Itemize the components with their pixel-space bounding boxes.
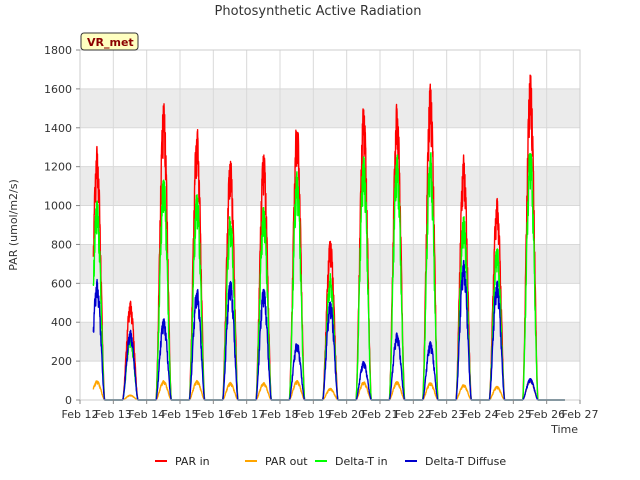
grid-band <box>80 322 580 362</box>
x-tick-label: Feb 13 <box>95 408 132 421</box>
badge-box <box>80 32 139 51</box>
x-tick-label: Feb 21 <box>362 408 399 421</box>
x-tick-label: Feb 17 <box>228 408 265 421</box>
plot-background <box>80 50 580 400</box>
y-tick-label: 200 <box>51 355 72 368</box>
y-tick-label: 400 <box>51 316 72 329</box>
legend-item: Delta-T in <box>315 455 388 468</box>
y-tick-label: 1800 <box>44 44 72 57</box>
x-tick-label: Feb 26 <box>528 408 565 421</box>
legend: PAR in PAR out Delta-T in Delta-T Diffuse <box>155 455 506 468</box>
grid-band <box>80 205 580 245</box>
legend-label: Delta-T Diffuse <box>425 455 506 468</box>
grid-band <box>80 166 580 206</box>
x-tick-label: Feb 19 <box>295 408 332 421</box>
x-tick-label: Feb 15 <box>162 408 199 421</box>
x-tick-label: Feb 12 <box>62 408 99 421</box>
legend-item: Delta-T Diffuse <box>405 455 506 468</box>
legend-label: PAR in <box>175 455 210 468</box>
y-tick-label: 800 <box>51 238 72 251</box>
x-tick-label: Feb 24 <box>462 408 499 421</box>
y-axis-title: PAR (umol/m2/s) <box>7 179 20 271</box>
y-tick-label: 1200 <box>44 161 72 174</box>
x-tick-label: Feb 23 <box>428 408 465 421</box>
legend-item: PAR in <box>155 455 210 468</box>
x-tick-label: Feb 14 <box>128 408 165 421</box>
legend-item: PAR out <box>245 455 308 468</box>
legend-label: Delta-T in <box>335 455 388 468</box>
legend-label: PAR out <box>265 455 308 468</box>
grid-band <box>80 50 580 89</box>
grid-band <box>80 127 580 167</box>
chart-title: Photosynthetic Active Radiation <box>215 4 422 19</box>
x-tick-label: Feb 25 <box>495 408 532 421</box>
x-tick-label: Feb 22 <box>395 408 432 421</box>
y-tick-label: 1000 <box>44 200 72 213</box>
x-tick-label: Feb 18 <box>262 408 299 421</box>
grid-band <box>80 361 580 400</box>
x-axis-title: Time <box>550 423 578 436</box>
y-tick-label: 1400 <box>44 122 72 135</box>
x-tick-label: Feb 16 <box>195 408 232 421</box>
plot-frame <box>79 49 581 401</box>
y-tick-label: 0 <box>65 394 72 407</box>
badge-label: VR_met <box>87 36 134 49</box>
x-tick-label: Feb 20 <box>328 408 365 421</box>
y-tick-label: 1600 <box>44 83 72 96</box>
grid-band <box>80 88 580 128</box>
station-badge: VR_met <box>80 32 139 51</box>
x-tick-label: Feb 27 <box>562 408 599 421</box>
y-tick-label: 600 <box>51 277 72 290</box>
